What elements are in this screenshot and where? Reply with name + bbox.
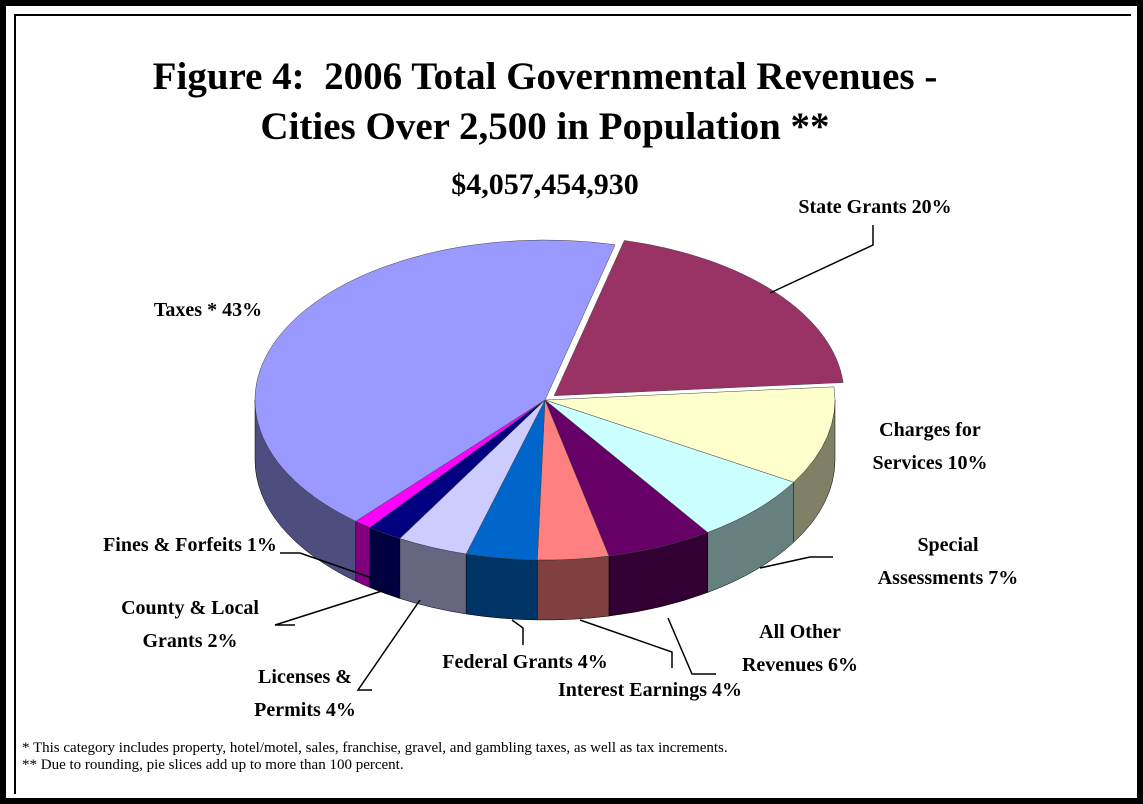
- leader-line: [667, 617, 716, 675]
- slice: [553, 240, 844, 396]
- value-label: 6%: [828, 654, 859, 676]
- category-label: Taxes *: [153, 299, 218, 321]
- chart-subtitle: $4,057,454,930: [451, 168, 639, 201]
- slice-label: Charges for Services 10%: [850, 414, 1010, 480]
- category-label: Charges for Services: [872, 419, 981, 474]
- category-label: State Grants: [798, 196, 907, 218]
- slice-label: Special Assessments 7%: [868, 529, 1028, 595]
- category-label: All Other Revenues: [741, 621, 841, 676]
- leader-line: [356, 599, 421, 691]
- slice-label: Fines & Forfeits 1%: [100, 529, 280, 562]
- value-label: 4%: [325, 699, 356, 721]
- slice-label: Taxes * 43%: [108, 294, 308, 327]
- slice-label: Licenses & Permits 4%: [245, 661, 365, 727]
- leader-line: [759, 556, 833, 569]
- leader-line: [511, 619, 524, 645]
- category-label: Federal Grants: [442, 651, 573, 673]
- value-label: 10%: [947, 452, 988, 474]
- leader-line: [769, 225, 874, 294]
- value-label: 2%: [207, 630, 238, 652]
- category-label: Interest Earnings: [557, 679, 708, 701]
- footnote: * This category includes property, hotel…: [22, 740, 728, 756]
- value-label: 20%: [911, 196, 952, 218]
- category-label: Licenses & Permits: [254, 666, 352, 721]
- slice-side: [537, 555, 610, 621]
- value-label: 4%: [712, 679, 743, 701]
- slice-label: Interest Earnings 4%: [550, 674, 750, 707]
- slice: [544, 386, 836, 483]
- slice-side: [369, 527, 401, 599]
- category-label: Fines & Forfeits: [103, 534, 242, 556]
- inner-frame: [14, 14, 1131, 794]
- leader-line: [280, 552, 373, 579]
- slice-label: Federal Grants 4%: [425, 646, 625, 679]
- slice: [254, 239, 616, 522]
- category-label: County & Local Grants: [121, 597, 259, 652]
- value-label: 43%: [222, 299, 263, 321]
- slice-side: [355, 520, 371, 588]
- slice-side: [465, 553, 538, 621]
- slice-label: All Other Revenues 6%: [720, 616, 880, 682]
- leader-line: [579, 619, 673, 668]
- category-label: Special Assessments: [877, 534, 984, 589]
- value-label: 1%: [246, 534, 277, 556]
- slice-label: State Grants 20%: [750, 191, 1000, 224]
- chart-title: Figure 4: 2006 Total Governmental Revenu…: [152, 55, 948, 148]
- value-label: 4%: [577, 651, 608, 673]
- leader-line: [274, 589, 386, 626]
- value-label: 7%: [988, 567, 1019, 589]
- footnote: ** Due to rounding, pie slices add up to…: [22, 757, 404, 773]
- leader-lines: [274, 225, 874, 691]
- slice: [544, 399, 795, 533]
- slice-label: County & Local Grants 2%: [90, 592, 290, 658]
